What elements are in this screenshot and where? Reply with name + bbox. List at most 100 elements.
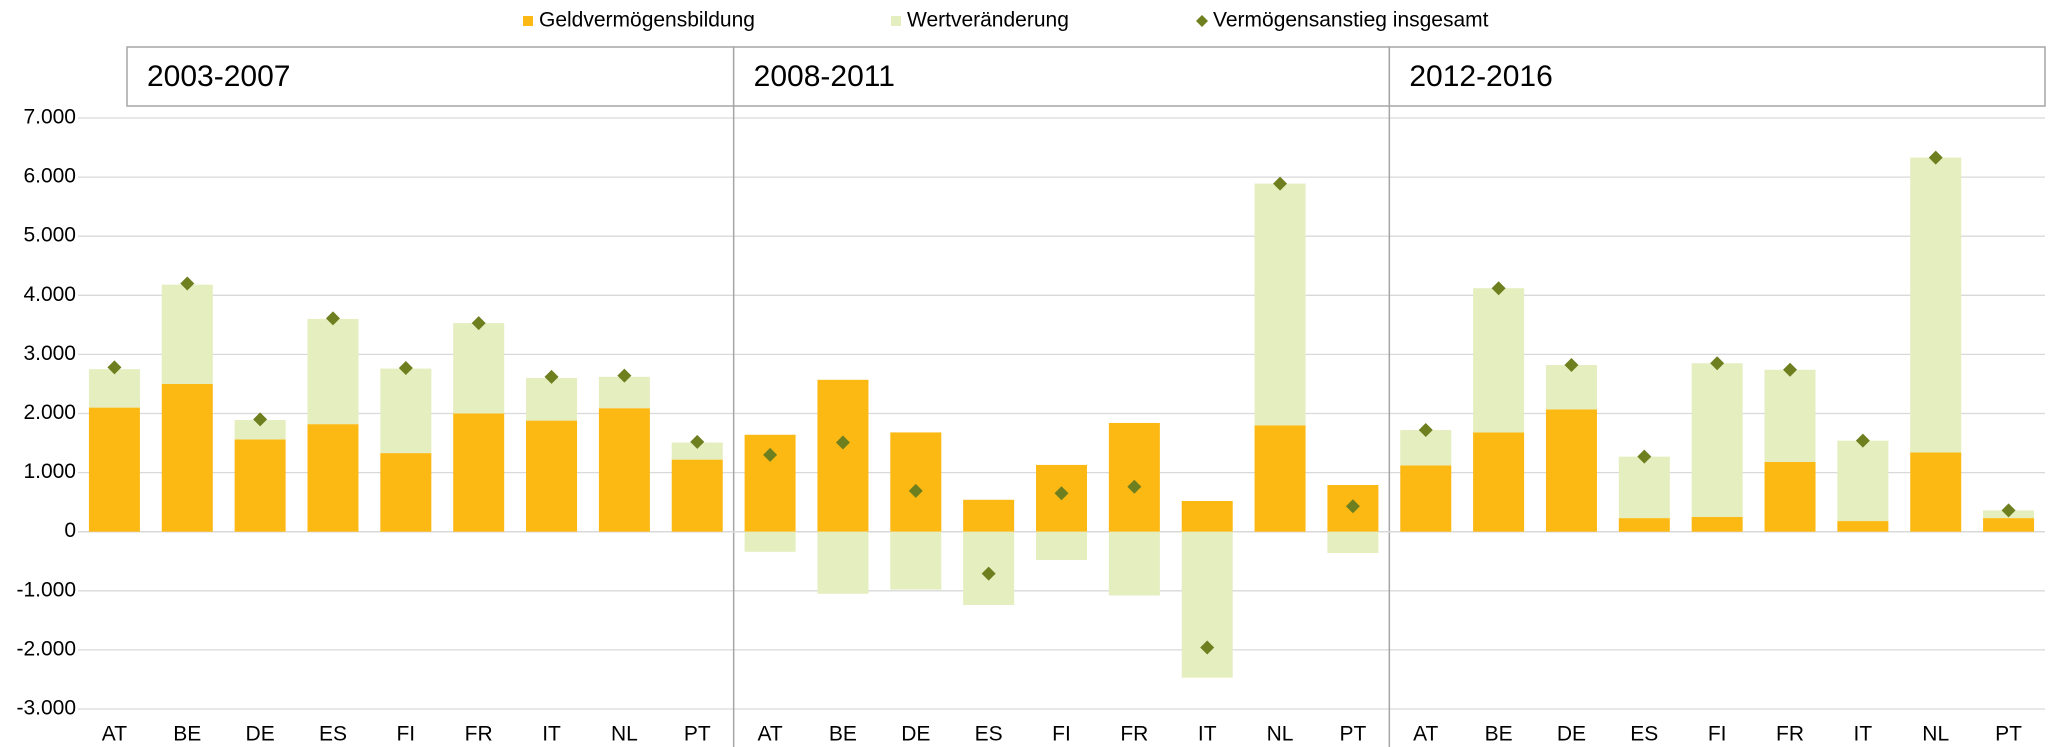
x-tick-label: BE bbox=[829, 723, 857, 746]
x-tick-label: FI bbox=[1708, 723, 1727, 746]
y-tick-label: 1.000 bbox=[23, 460, 76, 483]
bar bbox=[890, 531, 942, 590]
diamond-marker bbox=[1127, 479, 1142, 494]
diamond-marker bbox=[398, 360, 413, 375]
y-tick-label: 3.000 bbox=[23, 342, 76, 365]
x-tick-label: ES bbox=[1630, 723, 1658, 746]
x-tick-label: AT bbox=[757, 723, 782, 746]
bar bbox=[380, 368, 432, 454]
bar bbox=[526, 378, 578, 421]
diamond-marker bbox=[107, 360, 122, 375]
diamond-marker bbox=[1200, 640, 1215, 655]
bar bbox=[671, 459, 723, 532]
bar bbox=[1036, 531, 1087, 561]
diamond-marker bbox=[1637, 449, 1652, 464]
diamond-marker bbox=[617, 368, 632, 383]
bar bbox=[1254, 183, 1306, 426]
bar bbox=[1473, 288, 1525, 433]
bar bbox=[453, 323, 505, 414]
diamond-marker bbox=[835, 435, 850, 450]
x-tick-label: IT bbox=[1854, 723, 1873, 746]
diamond-marker bbox=[1054, 486, 1069, 501]
x-tick-label: DE bbox=[1557, 723, 1586, 746]
diamond-marker bbox=[180, 276, 195, 291]
y-tick-label: 2.000 bbox=[23, 401, 76, 424]
diamond-marker bbox=[471, 316, 486, 331]
x-tick-label: ES bbox=[319, 723, 347, 746]
diamond-marker bbox=[690, 434, 705, 449]
bar bbox=[88, 369, 140, 408]
panel-header bbox=[1388, 46, 2046, 107]
x-tick-label: IT bbox=[1198, 723, 1217, 746]
bar bbox=[817, 379, 869, 532]
bar bbox=[1983, 518, 2035, 532]
diamond-marker bbox=[1273, 176, 1288, 191]
bar bbox=[1545, 409, 1597, 532]
x-tick-label: DE bbox=[901, 723, 930, 746]
y-tick-label: -2.000 bbox=[16, 637, 76, 660]
diamond-marker bbox=[325, 311, 340, 326]
panel-label: 2008-2011 bbox=[754, 60, 895, 93]
bar bbox=[1254, 425, 1306, 532]
panel-header bbox=[126, 46, 735, 107]
x-tick-label: NL bbox=[611, 723, 638, 746]
diamond-marker bbox=[1855, 433, 1870, 448]
bar bbox=[1691, 363, 1743, 517]
bar bbox=[963, 499, 1015, 532]
bar bbox=[671, 442, 723, 460]
bar bbox=[598, 408, 650, 532]
diamond-marker bbox=[763, 447, 778, 462]
bar bbox=[890, 432, 942, 532]
diamond-marker bbox=[1783, 362, 1798, 377]
bar bbox=[453, 413, 505, 532]
bar bbox=[817, 531, 869, 594]
diamond-marker bbox=[1345, 499, 1360, 514]
y-tick-label: -3.000 bbox=[16, 697, 76, 720]
x-tick-label: PT bbox=[684, 723, 711, 746]
x-tick-label: IT bbox=[542, 723, 561, 746]
bar bbox=[161, 284, 213, 384]
x-tick-label: DE bbox=[246, 723, 275, 746]
x-tick-label: BE bbox=[1485, 723, 1513, 746]
x-tick-label: AT bbox=[102, 723, 127, 746]
bar bbox=[1910, 157, 1962, 453]
bar bbox=[1327, 531, 1379, 553]
x-tick-label: BE bbox=[173, 723, 201, 746]
legend-label: Wertveränderung bbox=[907, 9, 1069, 32]
y-tick-label: 4.000 bbox=[23, 283, 76, 306]
bar bbox=[234, 420, 286, 440]
legend-swatch bbox=[523, 16, 533, 26]
diamond-marker bbox=[981, 566, 996, 581]
bar bbox=[1837, 440, 1889, 522]
diamond-marker bbox=[1710, 356, 1725, 371]
bar bbox=[1764, 461, 1816, 532]
legend-swatch bbox=[891, 16, 901, 26]
bar bbox=[234, 439, 286, 532]
bar bbox=[1545, 365, 1597, 410]
diamond-marker bbox=[1564, 358, 1579, 373]
x-tick-label: FI bbox=[1052, 723, 1071, 746]
x-tick-label: FI bbox=[396, 723, 415, 746]
bar bbox=[1618, 518, 1670, 532]
bar bbox=[88, 407, 140, 532]
y-tick-label: -1.000 bbox=[16, 578, 76, 601]
panel-header bbox=[732, 46, 1391, 107]
bar bbox=[307, 424, 359, 532]
diamond-marker bbox=[253, 412, 268, 427]
bar bbox=[1108, 531, 1160, 596]
x-tick-label: FR bbox=[1776, 723, 1804, 746]
bar bbox=[1108, 422, 1160, 532]
bar bbox=[1473, 432, 1525, 532]
y-tick-label: 6.000 bbox=[23, 165, 76, 188]
x-tick-label: FR bbox=[465, 723, 493, 746]
bar bbox=[1837, 521, 1889, 532]
x-tick-label: NL bbox=[1922, 723, 1949, 746]
bar bbox=[1181, 531, 1233, 678]
panel-label: 2012-2016 bbox=[1409, 60, 1552, 93]
bar bbox=[526, 420, 578, 532]
y-tick-label: 0 bbox=[64, 519, 76, 542]
legend-swatch bbox=[1196, 15, 1208, 27]
x-tick-label: PT bbox=[1995, 723, 2022, 746]
bar bbox=[307, 318, 359, 425]
